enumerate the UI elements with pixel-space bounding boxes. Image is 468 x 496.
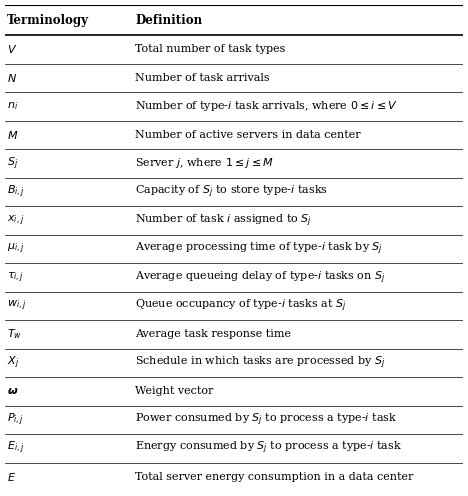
Text: Weight vector: Weight vector [135, 386, 214, 396]
Text: $x_{i,j}$: $x_{i,j}$ [7, 213, 24, 228]
Text: Queue occupancy of type-$i$ tasks at $S_j$: Queue occupancy of type-$i$ tasks at $S_… [135, 298, 347, 314]
Text: Schedule in which tasks are processed by $S_j$: Schedule in which tasks are processed by… [135, 355, 386, 371]
Text: Average queueing delay of type-$i$ tasks on $S_j$: Average queueing delay of type-$i$ tasks… [135, 269, 386, 286]
Text: $\tau_{i,j}$: $\tau_{i,j}$ [7, 270, 24, 285]
Text: $n_i$: $n_i$ [7, 100, 18, 112]
Text: $w_{i,j}$: $w_{i,j}$ [7, 299, 26, 313]
Text: Total server energy consumption in a data center: Total server energy consumption in a dat… [135, 472, 414, 482]
Text: Average processing time of type-$i$ task by $S_j$: Average processing time of type-$i$ task… [135, 241, 383, 257]
Text: $E$: $E$ [7, 471, 16, 483]
Text: Capacity of $S_j$ to store type-$i$ tasks: Capacity of $S_j$ to store type-$i$ task… [135, 184, 329, 200]
Text: $N$: $N$ [7, 72, 17, 84]
Text: $B_{i,j}$: $B_{i,j}$ [7, 184, 25, 200]
Text: $X_j$: $X_j$ [7, 355, 19, 371]
Text: $M$: $M$ [7, 129, 18, 141]
Text: $V$: $V$ [7, 43, 17, 56]
Text: $T_w$: $T_w$ [7, 327, 22, 341]
Text: Number of task $i$ assigned to $S_j$: Number of task $i$ assigned to $S_j$ [135, 212, 313, 229]
Text: Power consumed by $S_j$ to process a type-$i$ task: Power consumed by $S_j$ to process a typ… [135, 412, 397, 428]
Text: Number of active servers in data center: Number of active servers in data center [135, 130, 361, 140]
Text: Number of type-$i$ task arrivals, where $0 \leq i \leq V$: Number of type-$i$ task arrivals, where … [135, 99, 398, 114]
Text: $S_j$: $S_j$ [7, 155, 18, 172]
Text: Average task response time: Average task response time [135, 329, 292, 339]
Text: $E_{i,j}$: $E_{i,j}$ [7, 440, 24, 456]
Text: Server $j$, where $1 \leq j \leq M$: Server $j$, where $1 \leq j \leq M$ [135, 156, 274, 170]
Text: $\mu_{i,j}$: $\mu_{i,j}$ [7, 242, 24, 256]
Text: Number of task arrivals: Number of task arrivals [135, 73, 270, 83]
Text: Total number of task types: Total number of task types [135, 44, 286, 55]
Text: Terminology: Terminology [7, 13, 89, 26]
Text: Definition: Definition [135, 13, 203, 26]
Text: Energy consumed by $S_j$ to process a type-$i$ task: Energy consumed by $S_j$ to process a ty… [135, 440, 402, 456]
Text: $\boldsymbol{\omega}$: $\boldsymbol{\omega}$ [7, 386, 18, 396]
Text: $P_{i,j}$: $P_{i,j}$ [7, 412, 24, 428]
